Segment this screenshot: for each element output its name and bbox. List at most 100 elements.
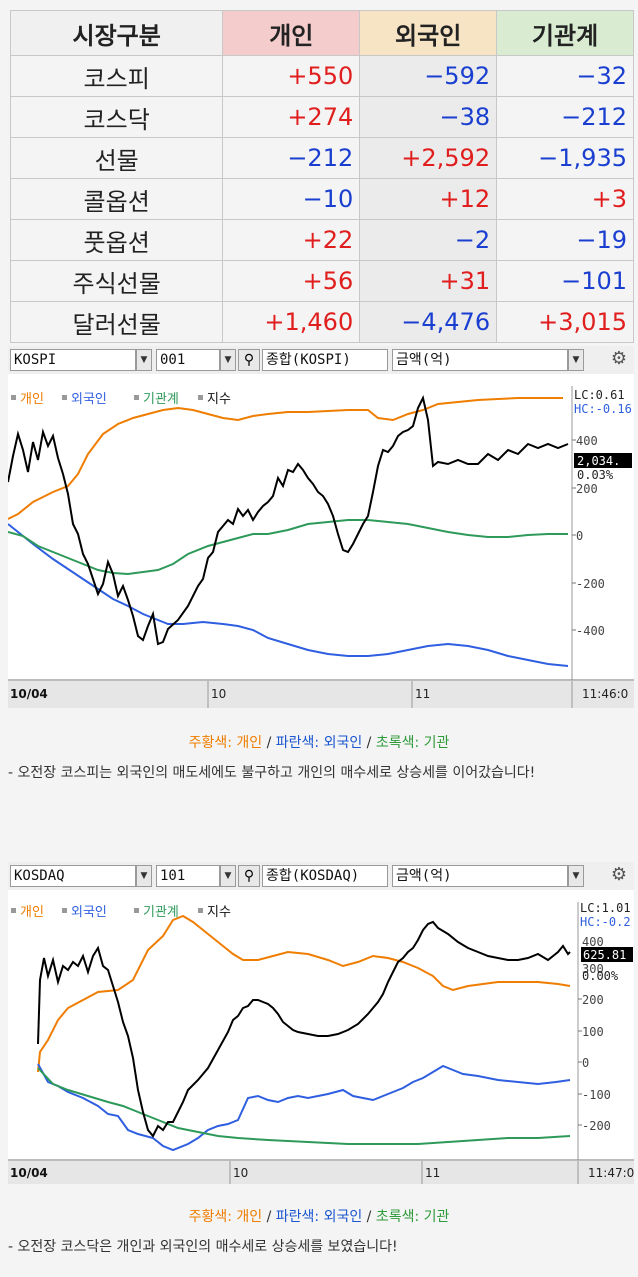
cell-foreign: −4,476 (359, 301, 498, 343)
index-name-field: 종합(KOSDAQ) (262, 865, 388, 887)
cell-foreign: −38 (359, 96, 498, 138)
legend-swatch (62, 395, 67, 400)
cell-institution: −101 (496, 260, 634, 302)
table-row: 달러선물 +1,460 −4,476 +3,015 (9, 301, 634, 343)
cell-foreign: −592 (359, 55, 498, 97)
kospi-caption: 주황색: 개인 / 파란색: 외국인 / 초록색: 기관 (0, 732, 638, 752)
caption-separator: / (262, 1209, 276, 1225)
y-tick-label: 200 (582, 993, 604, 1007)
price-badge (581, 947, 633, 962)
legend-swatch (62, 908, 67, 913)
table-row: 풋옵션 +22 −2 −19 (9, 219, 634, 261)
legend-swatch (134, 908, 139, 913)
row-label: 주식선물 (9, 260, 224, 302)
hc-label: HC:-0.2 (580, 915, 631, 929)
kospi-description: - 오전장 코스피는 외국인의 매도세에도 불구하고 개인의 매수세로 상승세를… (8, 765, 536, 781)
hc-label: HC:-0.16 (574, 402, 632, 416)
chart-toolbar: KOSDAQ ▼ 101 ▼ ⚲ 종합(KOSDAQ) 금액(억) ▼ ⚙ (8, 862, 634, 891)
x-axis-band (8, 681, 634, 708)
gear-icon[interactable]: ⚙ (610, 864, 628, 885)
caption-blue: 파란색: 외국인 (275, 1209, 363, 1225)
legend-foreign: 외국인 (71, 392, 107, 407)
legend-swatch (134, 395, 139, 400)
search-icon[interactable]: ⚲ (238, 865, 260, 887)
table-row: 주식선물 +56 +31 −101 (9, 260, 634, 302)
row-label: 콜옵션 (9, 178, 224, 220)
pct-label: 0.03% (577, 468, 614, 482)
x-label-date: 10/04 (10, 687, 48, 701)
kosdaq-chart-panel: KOSDAQ ▼ 101 ▼ ⚲ 종합(KOSDAQ) 금액(억) ▼ ⚙ 개인… (8, 862, 634, 1184)
series-individual (8, 397, 563, 520)
row-label: 달러선물 (9, 301, 224, 343)
cell-institution: −1,935 (496, 137, 634, 179)
y-tick-label: -200 (582, 1119, 611, 1133)
lc-label: LC:1.01 (580, 901, 631, 915)
y-tick-label: 200 (576, 482, 598, 496)
cell-individual: +274 (222, 96, 361, 138)
cell-foreign: +31 (359, 260, 498, 302)
cell-individual: −212 (222, 137, 361, 179)
kospi-chart: 개인 외국인 기관계 지수 LC:0.61 HC:-0.16 400 2,034… (8, 374, 634, 708)
search-icon[interactable]: ⚲ (238, 349, 260, 371)
table-row: 선물 −212 +2,592 −1,935 (9, 137, 634, 179)
cell-foreign: +2,592 (359, 137, 498, 179)
legend-institution: 기관계 (143, 392, 179, 407)
legend-foreign: 외국인 (71, 905, 107, 920)
chart-legend: 개인 외국인 기관계 지수 (11, 905, 231, 920)
legend-swatch (11, 395, 16, 400)
chevron-down-icon[interactable]: ▼ (220, 349, 236, 371)
legend-swatch (11, 908, 16, 913)
x-label-hour: 10 (211, 687, 226, 701)
y-tick-label: 100 (582, 1025, 604, 1039)
chevron-down-icon[interactable]: ▼ (136, 865, 152, 887)
investor-flow-table: 시장구분 개인 외국인 기관계 코스피 +550 −592 −32 코스닥 +2… (9, 10, 634, 343)
cell-institution: −212 (496, 96, 634, 138)
kosdaq-caption: 주황색: 개인 / 파란색: 외국인 / 초록색: 기관 (0, 1206, 638, 1226)
unit-select[interactable]: 금액(억) (392, 349, 568, 371)
cell-institution: +3,015 (496, 301, 634, 343)
cell-foreign: −2 (359, 219, 498, 261)
index-name-field: 종합(KOSPI) (262, 349, 388, 371)
market-select[interactable]: KOSPI (10, 349, 136, 371)
y-tick-label: 300 (582, 962, 604, 976)
x-label-time: 11:46:0 (582, 687, 628, 701)
chevron-down-icon[interactable]: ▼ (220, 865, 236, 887)
caption-green: 초록색: 기관 (375, 1209, 450, 1225)
x-label-hour: 11 (425, 1166, 440, 1180)
y-tick-label: 400 (576, 434, 598, 448)
header-institution: 기관계 (496, 10, 634, 56)
legend-swatch (198, 395, 203, 400)
legend-swatch (198, 908, 203, 913)
right-axis-labels: LC:0.61 HC:-0.16 400 2,034. 0.03% 200 0 … (572, 388, 632, 638)
gear-icon[interactable]: ⚙ (610, 348, 628, 369)
cell-institution: −19 (496, 219, 634, 261)
header-market: 시장구분 (9, 10, 224, 56)
legend-index: 지수 (207, 392, 231, 407)
chevron-down-icon[interactable]: ▼ (136, 349, 152, 371)
series-institution (37, 1067, 571, 1145)
series-index (8, 395, 569, 646)
chevron-down-icon[interactable]: ▼ (568, 865, 584, 887)
caption-green: 초록색: 기관 (375, 735, 450, 751)
header-individual: 개인 (222, 10, 361, 56)
series-individual (37, 914, 571, 1073)
row-label: 선물 (9, 137, 224, 179)
legend-index: 지수 (207, 905, 231, 920)
x-label-date: 10/04 (10, 1166, 48, 1180)
row-label: 풋옵션 (9, 219, 224, 261)
cell-individual: +550 (222, 55, 361, 97)
unit-select[interactable]: 금액(억) (392, 865, 568, 887)
caption-orange: 주황색: 개인 (188, 1209, 263, 1225)
chevron-down-icon[interactable]: ▼ (568, 349, 584, 371)
table-row: 콜옵션 −10 +12 +3 (9, 178, 634, 220)
y-tick-label: 0 (576, 529, 583, 543)
code-input[interactable]: 101 (156, 865, 220, 887)
pct-label: 0.00% (582, 969, 619, 983)
x-label-hour: 11 (415, 687, 430, 701)
market-select[interactable]: KOSDAQ (10, 865, 136, 887)
chart-legend: 개인 외국인 기관계 지수 (11, 392, 231, 407)
x-label-hour: 10 (233, 1166, 248, 1180)
code-input[interactable]: 001 (156, 349, 220, 371)
kosdaq-description: - 오전장 코스닥은 개인과 외국인의 매수세로 상승세를 보였습니다! (8, 1239, 398, 1255)
cell-institution: +3 (496, 178, 634, 220)
